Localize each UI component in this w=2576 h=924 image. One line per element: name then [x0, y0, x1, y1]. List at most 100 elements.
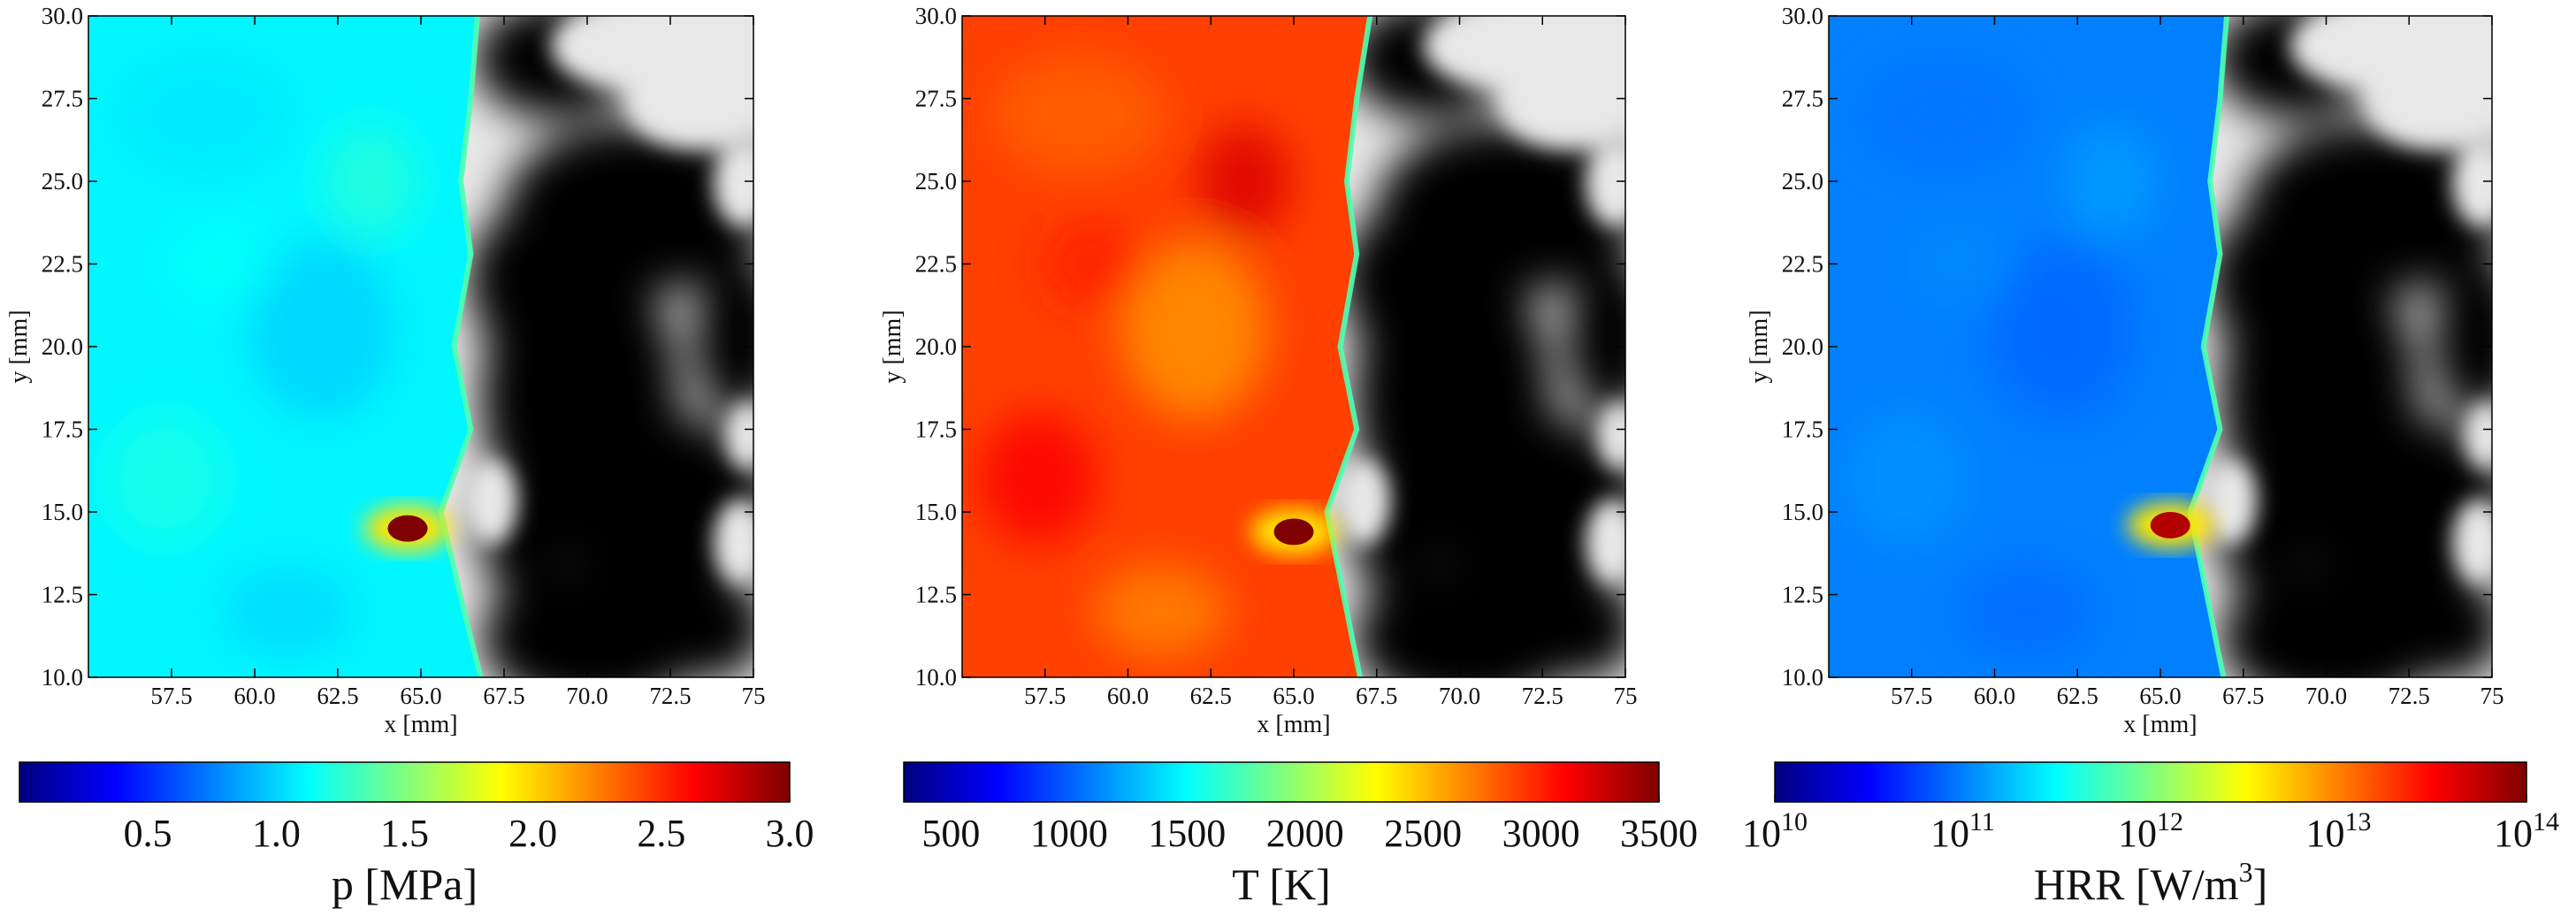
colorbar-tick-label: 1000 [1030, 812, 1108, 855]
colorbar-tick-label: 3000 [1502, 812, 1580, 855]
x-tick-label: 75 [1614, 683, 1638, 709]
y-axis-label-pressure: y [mm] [5, 309, 33, 383]
colorbar-tick-label: 2000 [1266, 812, 1344, 855]
flame-front-hrr [2187, 16, 2229, 677]
y-tick-label: 22.5 [1782, 251, 1823, 278]
y-tick-label: 25.0 [1782, 168, 1823, 195]
y-tick-label: 10.0 [42, 664, 83, 691]
colorbar-tick-label: 1011 [1930, 807, 1995, 855]
y-axis-label-hrr: y [mm] [1746, 309, 1773, 383]
x-tick-label: 75 [2480, 683, 2504, 709]
colorbar-ticks-hrr: 1010 1011 1012 1013 1014 [1742, 795, 2559, 855]
panel-hrr: 57.5 60.0 62.5 65.0 67.5 70.0 72.5 75 10.012.51… [1746, 3, 2504, 738]
y-tick-label: 15.0 [42, 499, 83, 525]
x-ticks-hrr: 57.5 60.0 62.5 65.0 67.5 70.0 72.5 75 [1891, 16, 2504, 709]
colorbar-tick-label: 1010 [1742, 807, 1808, 855]
hotspot-temperature [1273, 518, 1314, 546]
y-ticks-temperature: 10.0 12.5 15.0 17.5 20.0 22.5 25.0 27.5 30.0 [915, 3, 1625, 691]
y-tick-label: 25.0 [42, 168, 83, 195]
y-tick-label: 17.5 [915, 416, 957, 443]
x-tick-label: 70.0 [566, 683, 608, 709]
colorbar-tick-label: 1.5 [380, 812, 429, 855]
colorbar-tick-label: 1014 [2494, 807, 2559, 855]
colorbar-tick-label: 3.0 [766, 812, 814, 855]
y-tick-label: 22.5 [42, 251, 83, 278]
x-tick-label: 60.0 [1107, 683, 1149, 709]
y-tick-label: 27.5 [42, 86, 83, 112]
y-tick-label: 10.0 [915, 664, 957, 691]
colorbar-label-hrr: HRR [W/m3] [2034, 856, 2268, 909]
y-tick-label: 22.5 [915, 251, 957, 278]
x-axis-label-hrr: x [mm] [2123, 711, 2197, 738]
y-axis-label-temperature: y [mm] [879, 309, 906, 383]
y-tick-label: 17.5 [1782, 416, 1823, 443]
x-tick-label: 70.0 [1439, 683, 1480, 709]
y-ticks-hrr: 10.0 12.5 15.0 17.5 20.0 22.5 25.0 27.5 30.0 [1782, 3, 2492, 691]
x-tick-label: 75 [742, 683, 766, 709]
y-tick-label: 25.0 [915, 168, 957, 195]
y-tick-label: 27.5 [1782, 86, 1823, 112]
y-tick-label: 27.5 [915, 86, 957, 112]
x-tick-label: 65.0 [1273, 683, 1314, 709]
colorbar-tick-label: 1012 [2118, 807, 2183, 855]
y-tick-label: 20.0 [42, 333, 83, 360]
colorbar-gradient-temperature [903, 761, 1660, 803]
x-ticks-temperature: 57.5 60.0 62.5 65.0 67.5 70.0 72.5 75 [1024, 16, 1638, 709]
plot-area-temperature [961, 15, 1626, 678]
colorbar-tick-label: 2.0 [508, 812, 557, 855]
colorbar-tick-label: 1500 [1148, 812, 1226, 855]
y-tick-label: 20.0 [1782, 333, 1823, 360]
y-tick-label: 12.5 [915, 582, 957, 608]
colorbar-hrr: 1010 1011 1012 1013 1014 HRR [W/m3] [1742, 761, 2559, 909]
x-tick-label: 62.5 [317, 683, 358, 709]
x-tick-label: 67.5 [483, 683, 524, 709]
x-tick-label: 60.0 [233, 683, 275, 709]
flame-front-pressure [438, 16, 484, 677]
y-tick-label: 12.5 [42, 582, 83, 608]
x-axis-label-temperature: x [mm] [1257, 711, 1330, 738]
x-tick-label: 67.5 [1356, 683, 1397, 709]
colorbar-tick-label: 500 [921, 812, 980, 855]
y-tick-label: 15.0 [1782, 499, 1823, 525]
x-tick-label: 72.5 [2389, 683, 2430, 709]
x-tick-label: 72.5 [649, 683, 691, 709]
y-tick-label: 10.0 [1782, 664, 1823, 691]
y-ticks-pressure: 10.0 12.5 15.0 17.5 20.0 22.5 25.0 27.5 30.0 [42, 3, 753, 691]
colorbar-tick-label: 1.0 [252, 812, 301, 855]
panel-temperature: 57.5 60.0 62.5 65.0 67.5 70.0 72.5 75 10.012.51… [879, 3, 1638, 738]
colorbar-gradient-pressure [19, 761, 791, 803]
x-tick-label: 67.5 [2222, 683, 2264, 709]
colorbar-tick-label: 2.5 [637, 812, 685, 855]
colorbar-label-temperature: T [K] [1232, 859, 1331, 909]
x-tick-label: 65.0 [400, 683, 441, 709]
x-tick-label: 57.5 [1891, 683, 1932, 709]
hotspot-pressure [387, 515, 428, 542]
x-tick-label: 72.5 [1522, 683, 1563, 709]
x-tick-label: 65.0 [2139, 683, 2181, 709]
flame-front-temperature [1324, 16, 1373, 677]
colorbar-ticks-pressure: 0.5 1.0 1.5 2.0 2.5 3.0 [124, 795, 814, 855]
colorbar-tick-label: 0.5 [124, 812, 172, 855]
y-tick-label: 30.0 [42, 3, 83, 29]
panel-pressure: 57.5 60.0 62.5 65.0 67.5 70.0 72.5 75 10.012.51… [5, 3, 766, 738]
x-ticks-pressure: 57.5 60.0 62.5 65.0 67.5 70.0 72.5 75 [150, 16, 766, 709]
x-tick-label: 62.5 [1190, 683, 1232, 709]
y-tick-label: 30.0 [1782, 3, 1823, 29]
colorbar-tick-label: 3500 [1620, 812, 1698, 855]
colorbar-gradient-hrr [1774, 761, 2527, 803]
y-tick-label: 15.0 [915, 499, 957, 525]
colorbar-pressure: 0.5 1.0 1.5 2.0 2.5 3.0 p [MPa] [19, 761, 814, 909]
plot-area-pressure [88, 15, 754, 678]
colorbar-tick-label: 1013 [2306, 807, 2372, 855]
x-tick-label: 57.5 [150, 683, 192, 709]
x-axis-label-pressure: x [mm] [384, 711, 457, 738]
y-tick-label: 20.0 [915, 333, 957, 360]
x-tick-label: 57.5 [1024, 683, 1066, 709]
x-tick-label: 62.5 [2057, 683, 2098, 709]
colorbar-tick-label: 2500 [1384, 812, 1462, 855]
y-tick-label: 17.5 [42, 416, 83, 443]
colorbar-label-pressure: p [MPa] [332, 859, 478, 909]
y-tick-label: 30.0 [915, 3, 957, 29]
y-tick-label: 12.5 [1782, 582, 1823, 608]
hotspot-hrr [2150, 512, 2190, 538]
